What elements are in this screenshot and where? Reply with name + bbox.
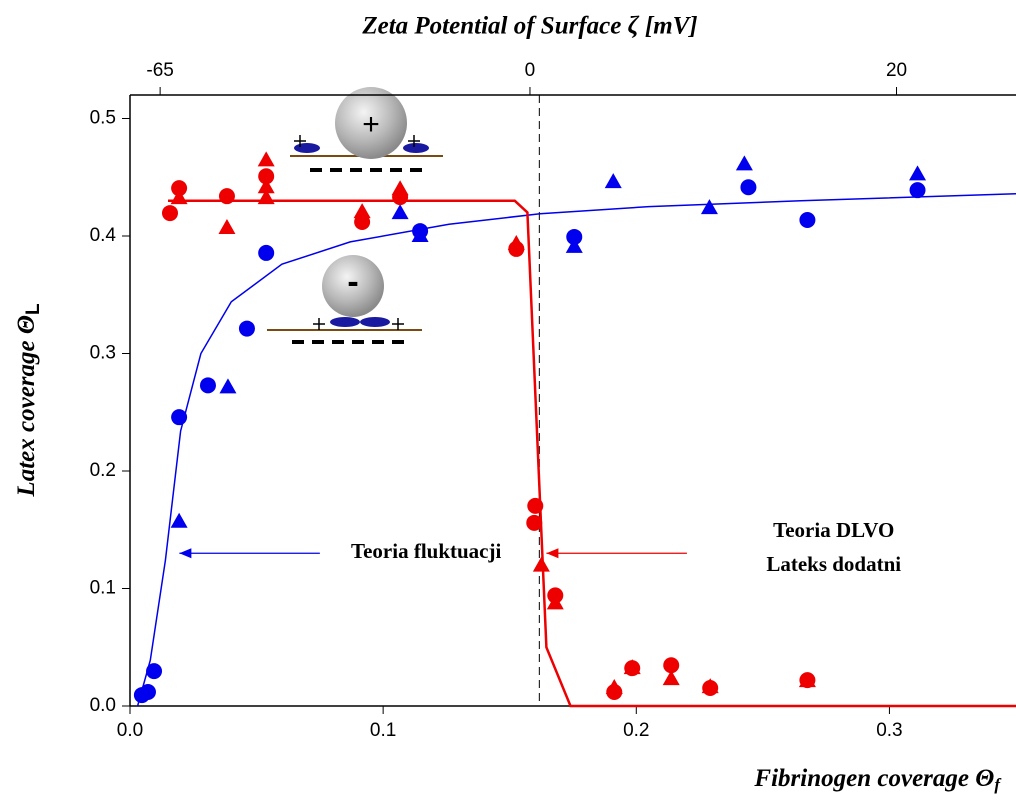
y-axis-title: Latex coverage ΘL	[13, 303, 44, 498]
point	[258, 168, 275, 185]
point	[411, 227, 429, 242]
point	[700, 199, 718, 215]
point	[566, 228, 583, 245]
inset-positive: +	[290, 87, 443, 172]
x-tick-label: 0.1	[370, 720, 396, 741]
point	[139, 684, 156, 701]
x-tick-label: 0.0	[117, 720, 143, 741]
y-axis-title-sub: L	[23, 303, 44, 315]
point	[604, 173, 622, 189]
fit-line	[168, 199, 1016, 708]
y-tick-label: 0.4	[90, 225, 117, 246]
y-tick-label: 0.1	[90, 578, 116, 599]
point	[735, 155, 753, 171]
point	[740, 179, 757, 196]
point	[565, 237, 583, 253]
point	[799, 212, 816, 229]
top-tick-label: 0	[525, 60, 536, 81]
top-tick-label: -65	[146, 60, 173, 81]
point	[218, 219, 236, 235]
arrow-head	[179, 548, 192, 559]
point	[663, 657, 680, 674]
top-axis-title: Zeta Potential of Surface ζ [mV]	[361, 13, 697, 40]
point	[257, 178, 275, 194]
x-axis-title-text: Fibrinogen coverage Θ	[753, 765, 994, 792]
point	[701, 678, 719, 694]
inset-sign: -	[347, 263, 358, 301]
y-axis-title-text: Latex coverage Θ	[13, 315, 40, 498]
x-axis-title-sub: f	[994, 775, 1002, 794]
point	[219, 378, 237, 394]
point	[798, 672, 816, 688]
point	[909, 165, 927, 181]
point	[546, 594, 564, 610]
point	[391, 180, 409, 196]
point	[526, 514, 543, 531]
y-tick-label: 0.3	[90, 343, 116, 364]
point	[532, 556, 550, 572]
point	[353, 203, 371, 219]
point	[391, 204, 409, 220]
point	[238, 320, 255, 337]
x-tick-label: 0.3	[876, 720, 902, 741]
point	[507, 234, 525, 250]
point	[258, 244, 275, 261]
point	[170, 512, 188, 528]
point	[171, 180, 188, 197]
x-axis-title: Fibrinogen coverage Θf	[753, 765, 1002, 794]
point	[605, 679, 623, 695]
y-tick-label: 0.2	[90, 460, 116, 481]
y-tick-label: 0.5	[90, 108, 116, 129]
fit-line	[136, 192, 1016, 707]
point	[161, 205, 178, 222]
annotation: Teoria fluktuacji	[351, 539, 501, 563]
annotation: Lateks dodatni	[766, 552, 901, 576]
inset-negative: -	[267, 255, 422, 344]
arrow-head	[546, 548, 559, 559]
point	[199, 377, 216, 394]
x-tick-label: 0.2	[623, 720, 649, 741]
annotation: Teoria DLVO	[773, 518, 894, 542]
point	[909, 182, 926, 199]
top-tick-label: 20	[886, 60, 907, 81]
point	[146, 663, 163, 680]
point	[257, 151, 275, 167]
y-tick-label: 0.0	[90, 695, 116, 716]
point	[662, 670, 680, 686]
inset-sign: +	[362, 108, 380, 141]
point	[623, 659, 641, 675]
